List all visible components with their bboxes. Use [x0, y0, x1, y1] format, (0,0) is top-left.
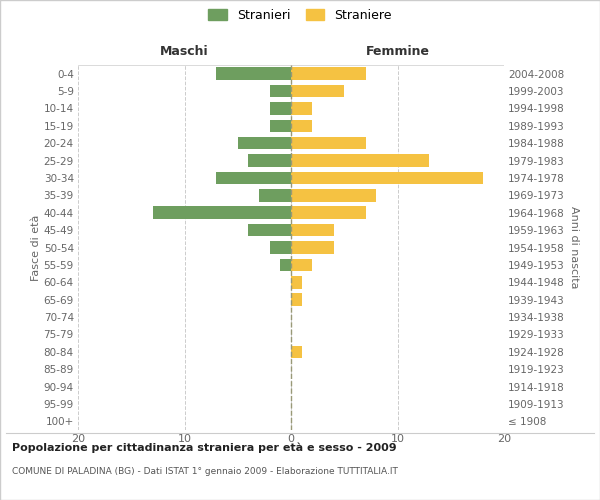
Bar: [291, 102, 313, 115]
Bar: [291, 68, 365, 80]
Bar: [291, 346, 302, 358]
Bar: [291, 258, 313, 271]
Bar: [291, 85, 344, 98]
Bar: [291, 189, 376, 202]
Text: Femmine: Femmine: [365, 44, 430, 58]
Text: Popolazione per cittadinanza straniera per età e sesso - 2009: Popolazione per cittadinanza straniera p…: [12, 442, 397, 453]
Y-axis label: Fasce di età: Fasce di età: [31, 214, 41, 280]
Bar: [217, 68, 291, 80]
Bar: [280, 258, 291, 271]
Bar: [259, 189, 291, 202]
Text: Maschi: Maschi: [160, 44, 209, 58]
Bar: [291, 120, 313, 132]
Bar: [217, 172, 291, 184]
Bar: [270, 120, 291, 132]
Legend: Stranieri, Straniere: Stranieri, Straniere: [208, 8, 392, 22]
Y-axis label: Anni di nascita: Anni di nascita: [569, 206, 579, 289]
Bar: [270, 241, 291, 254]
Bar: [270, 85, 291, 98]
Text: COMUNE DI PALADINA (BG) - Dati ISTAT 1° gennaio 2009 - Elaborazione TUTTITALIA.I: COMUNE DI PALADINA (BG) - Dati ISTAT 1° …: [12, 468, 398, 476]
Bar: [291, 206, 365, 219]
Bar: [291, 137, 365, 149]
Bar: [248, 224, 291, 236]
Bar: [270, 102, 291, 115]
Bar: [238, 137, 291, 149]
Bar: [248, 154, 291, 167]
Bar: [291, 154, 430, 167]
Bar: [291, 172, 483, 184]
Bar: [291, 241, 334, 254]
Bar: [291, 276, 302, 288]
Bar: [291, 224, 334, 236]
Bar: [291, 294, 302, 306]
Bar: [152, 206, 291, 219]
